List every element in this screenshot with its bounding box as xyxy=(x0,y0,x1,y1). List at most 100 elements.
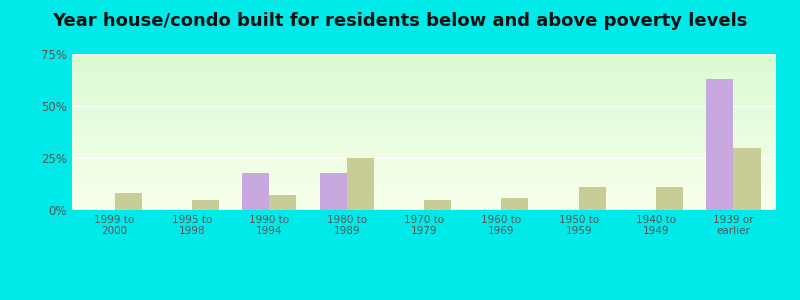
Bar xyxy=(72,174,776,175)
Bar xyxy=(72,143,776,144)
Bar xyxy=(72,195,776,196)
Bar xyxy=(72,71,776,72)
Bar xyxy=(72,208,776,209)
Bar xyxy=(72,54,776,55)
Bar xyxy=(72,109,776,110)
Bar xyxy=(72,131,776,132)
Bar xyxy=(72,151,776,152)
Bar xyxy=(72,142,776,143)
Bar xyxy=(72,186,776,187)
Bar xyxy=(72,80,776,81)
Bar xyxy=(72,156,776,157)
Bar xyxy=(72,133,776,134)
Bar xyxy=(72,105,776,106)
Bar xyxy=(72,87,776,88)
Bar xyxy=(72,193,776,194)
Legend: Owners below poverty level, Owners above poverty level: Owners below poverty level, Owners above… xyxy=(225,297,623,300)
Bar xyxy=(72,74,776,75)
Bar xyxy=(72,150,776,151)
Bar xyxy=(72,177,776,178)
Bar xyxy=(72,147,776,148)
Bar xyxy=(72,165,776,166)
Bar xyxy=(72,95,776,96)
Bar xyxy=(72,200,776,201)
Bar xyxy=(270,195,296,210)
Bar xyxy=(72,61,776,62)
Bar xyxy=(72,157,776,158)
Bar xyxy=(72,96,776,97)
Bar xyxy=(72,187,776,188)
Bar xyxy=(72,116,776,117)
Bar xyxy=(72,179,776,180)
Bar xyxy=(72,100,776,101)
Bar xyxy=(72,89,776,90)
Bar xyxy=(72,122,776,123)
Bar xyxy=(72,81,776,82)
Bar xyxy=(72,124,776,125)
Bar xyxy=(72,161,776,162)
Bar xyxy=(72,91,776,92)
Bar xyxy=(72,117,776,118)
Bar xyxy=(72,162,776,163)
Bar xyxy=(72,189,776,190)
Bar xyxy=(72,60,776,61)
Bar xyxy=(72,153,776,154)
Bar xyxy=(72,73,776,74)
Bar xyxy=(72,199,776,200)
Bar xyxy=(72,180,776,181)
Text: Year house/condo built for residents below and above poverty levels: Year house/condo built for residents bel… xyxy=(52,12,748,30)
Bar xyxy=(72,171,776,172)
Bar xyxy=(72,164,776,165)
Bar xyxy=(72,138,776,139)
Bar xyxy=(72,86,776,87)
Bar xyxy=(72,88,776,89)
Bar xyxy=(72,167,776,168)
Bar xyxy=(72,55,776,56)
Bar xyxy=(578,187,606,210)
Bar xyxy=(242,172,270,210)
Bar xyxy=(72,132,776,133)
Bar xyxy=(72,69,776,70)
Bar xyxy=(72,58,776,59)
Bar xyxy=(72,203,776,204)
Bar xyxy=(72,77,776,78)
Bar xyxy=(72,102,776,103)
Bar xyxy=(72,112,776,113)
Bar xyxy=(72,139,776,140)
Bar xyxy=(72,104,776,105)
Bar xyxy=(72,173,776,174)
Bar xyxy=(72,85,776,86)
Bar xyxy=(72,57,776,58)
Bar xyxy=(72,106,776,107)
Bar xyxy=(72,97,776,98)
Bar xyxy=(72,79,776,80)
Bar xyxy=(72,101,776,102)
Bar xyxy=(72,108,776,109)
Bar xyxy=(72,134,776,135)
Bar xyxy=(72,196,776,197)
Bar xyxy=(72,158,776,159)
Bar xyxy=(72,64,776,65)
Bar xyxy=(72,197,776,198)
Bar xyxy=(72,84,776,85)
Bar xyxy=(72,56,776,57)
Bar xyxy=(72,175,776,176)
Bar xyxy=(72,172,776,173)
Bar xyxy=(72,194,776,195)
Bar xyxy=(72,66,776,67)
Bar xyxy=(72,130,776,131)
Bar xyxy=(72,93,776,94)
Bar xyxy=(72,181,776,182)
Bar xyxy=(706,79,734,210)
Bar xyxy=(72,63,776,64)
Bar xyxy=(72,128,776,129)
Bar xyxy=(72,78,776,79)
Bar xyxy=(72,67,776,68)
Bar xyxy=(72,119,776,120)
Bar xyxy=(72,126,776,127)
Bar xyxy=(72,149,776,150)
Bar xyxy=(72,121,776,122)
Bar xyxy=(114,194,142,210)
Bar xyxy=(72,160,776,161)
Bar xyxy=(72,140,776,141)
